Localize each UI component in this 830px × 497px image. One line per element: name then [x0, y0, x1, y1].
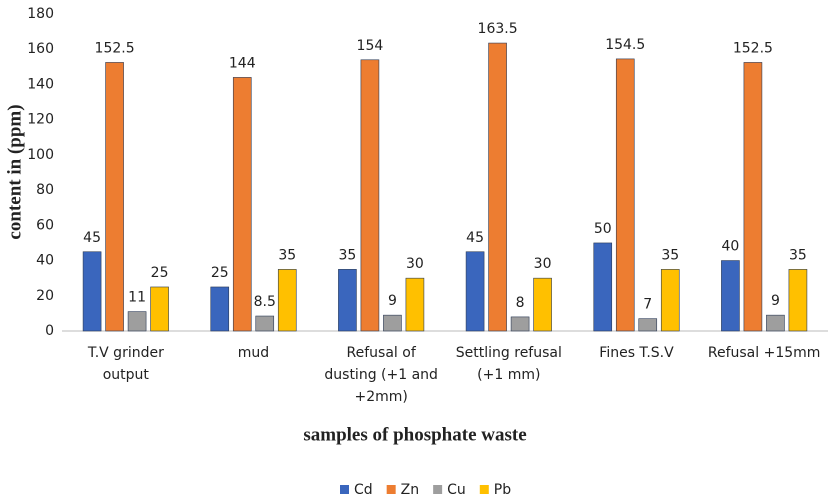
- bar: [82, 251, 102, 332]
- y-tick-label: 100: [27, 147, 54, 163]
- bar: [150, 286, 169, 332]
- value-label: 30: [534, 256, 552, 272]
- value-label: 30: [406, 256, 424, 272]
- bar: [210, 286, 230, 332]
- value-label: 25: [211, 265, 229, 281]
- x-tick-label: Refusal +15mm: [707, 345, 821, 361]
- y-tick-label: 80: [36, 182, 54, 198]
- legend-swatch: [479, 485, 489, 494]
- bar: [510, 316, 530, 332]
- bar: [127, 311, 147, 332]
- value-label: 8.5: [254, 294, 276, 310]
- legend-label: Pb: [494, 482, 511, 497]
- y-tick-label: 60: [36, 217, 54, 233]
- legend-label: Cu: [447, 482, 466, 497]
- value-label: 8: [516, 295, 525, 311]
- value-label: 45: [83, 230, 101, 246]
- bar: [360, 59, 380, 332]
- value-label: 154: [357, 38, 384, 54]
- legend-label: Zn: [401, 482, 419, 497]
- value-label: 9: [771, 293, 780, 309]
- bar: [488, 42, 507, 332]
- value-label: 35: [789, 247, 807, 263]
- bar: [743, 62, 763, 332]
- value-label: 7: [643, 297, 652, 313]
- value-label: 9: [388, 293, 397, 309]
- value-label: 11: [128, 290, 146, 306]
- value-label: 152.5: [733, 40, 773, 56]
- bar: [338, 269, 357, 332]
- bar: [766, 314, 785, 332]
- y-tick-label: 0: [45, 323, 54, 339]
- bar: [660, 269, 680, 332]
- bar: [533, 277, 552, 332]
- x-tick-label: mud: [237, 345, 270, 361]
- legend-swatch: [340, 485, 349, 494]
- value-label: 40: [722, 239, 740, 255]
- bar: [593, 242, 613, 332]
- bar: [615, 58, 635, 332]
- y-tick-label: 160: [27, 41, 54, 57]
- value-label: 144: [229, 55, 256, 71]
- bar: [465, 251, 485, 332]
- x-tick-label: Refusal of dusting (+1 and +2mm): [324, 345, 438, 405]
- y-tick-label: 180: [27, 6, 54, 22]
- legend-swatch: [433, 485, 443, 494]
- bar: [255, 315, 275, 332]
- value-label: 45: [466, 230, 484, 246]
- x-tick-label: T.V grinder output: [87, 345, 164, 383]
- bar: [232, 77, 252, 332]
- value-label: 152.5: [95, 40, 135, 56]
- value-label: 50: [594, 221, 612, 237]
- bar: [721, 260, 740, 332]
- value-label: 154.5: [605, 37, 645, 53]
- y-tick-label: 40: [36, 253, 54, 269]
- bar: [638, 318, 658, 332]
- bar: [405, 277, 425, 332]
- value-label: 35: [339, 247, 357, 263]
- value-label: 163.5: [478, 21, 518, 37]
- y-tick-label: 120: [27, 112, 54, 128]
- legend-swatch: [386, 485, 396, 494]
- bar: [383, 314, 402, 332]
- bar: [105, 62, 124, 332]
- y-tick-label: 20: [36, 288, 54, 304]
- y-axis-title: content in (ppm): [4, 104, 25, 239]
- bar: [788, 269, 808, 332]
- x-tick-label: Settling refusal (+1 mm): [455, 345, 562, 383]
- value-label: 35: [278, 247, 296, 263]
- legend-label: Cd: [354, 482, 373, 497]
- bar: [277, 269, 297, 332]
- y-tick-label: 140: [27, 76, 54, 92]
- x-axis-title: samples of phosphate waste: [303, 424, 526, 445]
- value-label: 25: [151, 265, 169, 281]
- x-tick-label: Fines T.S.V: [599, 345, 674, 361]
- value-label: 35: [661, 247, 679, 263]
